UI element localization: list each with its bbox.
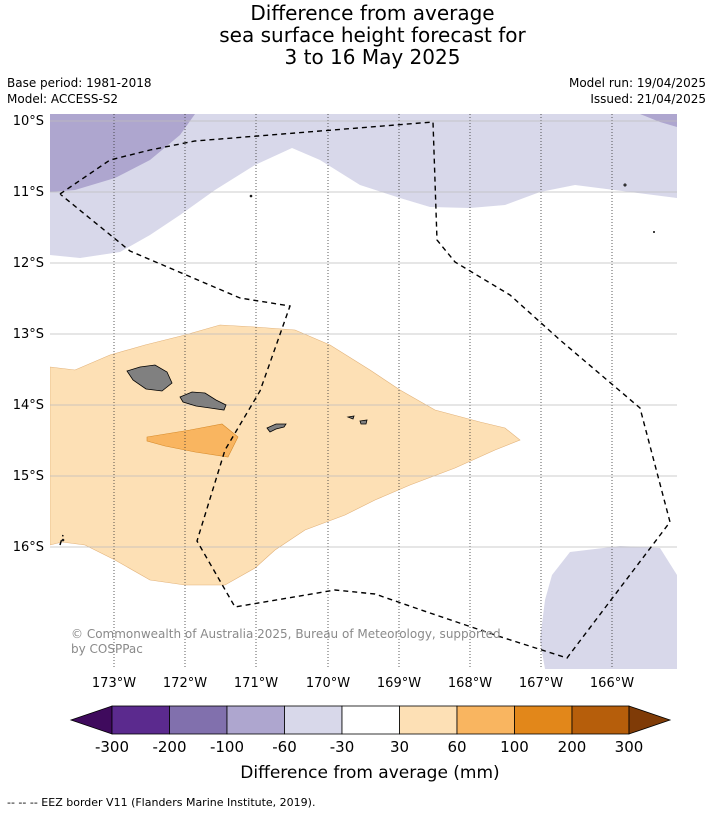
island-tau xyxy=(359,419,368,425)
anomaly-region-60-to-100 xyxy=(146,423,239,458)
lon-label: 167°W xyxy=(519,676,563,691)
colorbar-title: Difference from average (mm) xyxy=(240,763,499,783)
lon-label: 173°W xyxy=(92,676,136,691)
island-tutuila xyxy=(266,423,287,433)
lat-label: 12°S xyxy=(13,256,44,271)
colorbar-tick-labels: -300 -200 -100 -60 -30 30 60 100 200 300 xyxy=(95,738,643,756)
colorbar-segment xyxy=(226,705,285,735)
colorbar xyxy=(69,705,672,735)
island-ofu xyxy=(346,415,355,420)
colorbar-tick-label: 30 xyxy=(390,738,409,756)
colorbar-tick-label: -60 xyxy=(272,738,297,756)
lon-label: 170°W xyxy=(306,676,350,691)
colorbar-tick-label: 300 xyxy=(615,738,644,756)
model-run: Model run: 19/04/2025 xyxy=(568,76,706,90)
lat-label: 15°S xyxy=(13,469,44,484)
latitude-labels: 10°S 11°S 12°S 13°S 14°S 15°S 16°S xyxy=(13,114,44,555)
lon-label: 168°W xyxy=(448,676,492,691)
lat-label: 10°S xyxy=(13,114,44,129)
colorbar-segment xyxy=(456,705,515,735)
island-upolu xyxy=(179,391,227,411)
colorbar-tick-label: -300 xyxy=(95,738,129,756)
lon-label: 171°W xyxy=(234,676,278,691)
meta-right: Model run: 19/04/2025 Issued: 21/04/2025 xyxy=(569,75,706,107)
lat-label: 13°S xyxy=(13,327,44,342)
colorbar-tick-label: -100 xyxy=(210,738,244,756)
anomaly-region-30-to-60 xyxy=(50,324,521,586)
meta-left: Base period: 1981-2018 Model: ACCESS-S2 xyxy=(7,75,152,107)
lon-label: 166°W xyxy=(590,676,634,691)
colorbar-segment xyxy=(341,705,400,735)
island-savaii xyxy=(126,364,173,392)
colorbar-segment xyxy=(284,705,343,735)
title-line-2: sea surface height forecast for xyxy=(219,23,526,47)
lat-label: 16°S xyxy=(13,540,44,555)
eez-legend: -- -- -- EEZ border V11 (Flanders Marine… xyxy=(7,796,316,809)
title-line-3: 3 to 16 May 2025 xyxy=(284,45,461,69)
colorbar-high-extension xyxy=(628,705,672,735)
colorbar-tick-label: 200 xyxy=(558,738,587,756)
anomaly-region-minus60-to-minus100 xyxy=(50,114,195,192)
anomaly-region-minus30-to-minus60-southeast xyxy=(540,546,677,669)
lon-label: 172°W xyxy=(163,676,207,691)
eez-border xyxy=(59,121,671,659)
colorbar-tick-label: 100 xyxy=(500,738,529,756)
colorbar-segment xyxy=(571,705,630,735)
lon-label: 169°W xyxy=(377,676,421,691)
map-title: Difference from average sea surface heig… xyxy=(0,2,713,68)
colorbar-tick-label: 60 xyxy=(447,738,466,756)
issued-date: Issued: 21/04/2025 xyxy=(590,92,706,106)
colorbar-low-extension xyxy=(69,705,113,735)
copyright-line-1: © Commonwealth of Australia 2025, Bureau… xyxy=(71,627,501,641)
map-plot-area: © Commonwealth of Australia 2025, Bureau… xyxy=(50,114,677,669)
eez-border-fragment xyxy=(59,534,64,546)
islands xyxy=(61,183,656,542)
meridian-gridlines xyxy=(113,114,613,669)
anomaly-region-minus60-to-minus100-east xyxy=(640,114,677,127)
colorbar-segment xyxy=(514,705,573,735)
anomaly-region-minus30-to-minus60 xyxy=(50,114,677,258)
colorbar-tick-label: -30 xyxy=(330,738,355,756)
colorbar-segment xyxy=(111,705,170,735)
lat-label: 11°S xyxy=(13,185,44,200)
colorbar-segment xyxy=(169,705,228,735)
copyright-line-2: by COSPPac xyxy=(71,642,143,656)
colorbar-segment xyxy=(399,705,458,735)
model-name: Model: ACCESS-S2 xyxy=(7,92,119,106)
longitude-labels: 173°W 172°W 171°W 170°W 169°W 168°W 167°… xyxy=(92,676,634,691)
title-line-1: Difference from average xyxy=(250,1,495,25)
parallel-gridlines xyxy=(50,120,677,548)
lat-label: 14°S xyxy=(13,398,44,413)
base-period: Base period: 1981-2018 xyxy=(7,76,152,90)
colorbar-tick-label: -200 xyxy=(152,738,186,756)
